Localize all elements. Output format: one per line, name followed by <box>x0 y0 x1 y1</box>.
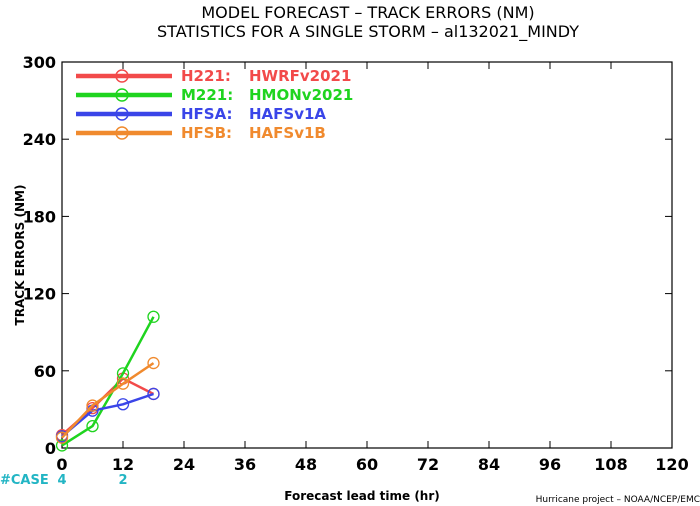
data-point <box>55 439 69 452</box>
legend-desc: HAFSv1B <box>249 124 326 142</box>
legend-marker <box>115 88 129 102</box>
series-hafsv1b <box>55 356 160 444</box>
legend-name: M221: <box>181 86 233 104</box>
x-tick-label: 12 <box>112 455 134 474</box>
case-counts: #CASE 4 2 <box>0 473 128 488</box>
legend-name: HFSB: <box>181 124 232 142</box>
plot-frame <box>61 61 673 449</box>
legend-name: HFSA: <box>181 105 233 123</box>
x-tick-label: 60 <box>356 455 378 474</box>
series-line <box>61 362 155 439</box>
y-tick-label: 0 <box>45 439 56 458</box>
x-tick-label: 0 <box>56 455 67 474</box>
legend-entry: M221: HMONv2021 <box>76 86 353 104</box>
y-tick-label: 240 <box>23 130 56 149</box>
y-axis: 0 60 120 180 240 300 <box>23 53 672 458</box>
y-tick-label: 60 <box>34 362 56 381</box>
x-tick-label: 108 <box>594 455 627 474</box>
legend: H221: HWRFv2021 M221: HMONv2021 HFSA: HAFSv1A… <box>76 67 353 142</box>
data-point <box>55 431 69 444</box>
x-tick-label: 96 <box>539 455 561 474</box>
series-hafsv1a <box>55 387 160 443</box>
legend-entry: H221: HWRFv2021 <box>76 67 351 85</box>
y-tick-label: 180 <box>23 207 56 226</box>
y-tick-label: 300 <box>23 53 56 72</box>
y-axis-label: TRACK ERRORS (NM) <box>13 185 27 326</box>
series-hmonv2021 <box>55 310 160 452</box>
chart-subtitle: STATISTICS FOR A SINGLE STORM – al132021… <box>157 22 579 42</box>
legend-desc: HMONv2021 <box>249 86 353 104</box>
legend-desc: HAFSv1A <box>249 105 326 123</box>
data-point <box>147 387 160 401</box>
series-line <box>61 392 154 438</box>
data-point <box>86 419 99 433</box>
data-point <box>116 377 130 390</box>
legend-entry: HFSB: HAFSv1B <box>76 124 326 142</box>
data-point <box>116 367 130 380</box>
x-axis-label: Forecast lead time (hr) <box>284 489 440 503</box>
x-tick-label: 72 <box>417 455 439 474</box>
x-tick-label: 24 <box>173 455 195 474</box>
legend-desc: HWRFv2021 <box>249 67 351 85</box>
case-label: #CASE <box>0 473 49 488</box>
legend-marker <box>115 107 129 121</box>
legend-marker <box>115 69 129 83</box>
data-point <box>86 399 99 412</box>
chart-title: MODEL FORECAST – TRACK ERRORS (NM) <box>201 3 534 22</box>
x-axis: 0 12 24 36 48 60 72 84 96 108 120 <box>56 62 689 474</box>
legend-marker <box>115 126 129 140</box>
x-tick-label: 84 <box>478 455 500 474</box>
x-tick-label: 120 <box>655 455 688 474</box>
data-point <box>147 310 160 323</box>
series-layer <box>55 310 160 452</box>
case-count: 4 <box>57 473 66 488</box>
y-tick-label: 120 <box>23 285 56 304</box>
x-tick-label: 48 <box>295 455 317 474</box>
x-tick-label: 36 <box>234 455 256 474</box>
legend-entry: HFSA: HAFSv1A <box>76 105 326 123</box>
case-count: 2 <box>118 473 127 488</box>
credit-text: Hurricane project – NOAA/NCEP/EMC <box>536 495 700 505</box>
data-point <box>147 356 160 370</box>
series-line <box>61 316 155 447</box>
legend-name: H221: <box>181 67 231 85</box>
data-point <box>116 398 130 411</box>
